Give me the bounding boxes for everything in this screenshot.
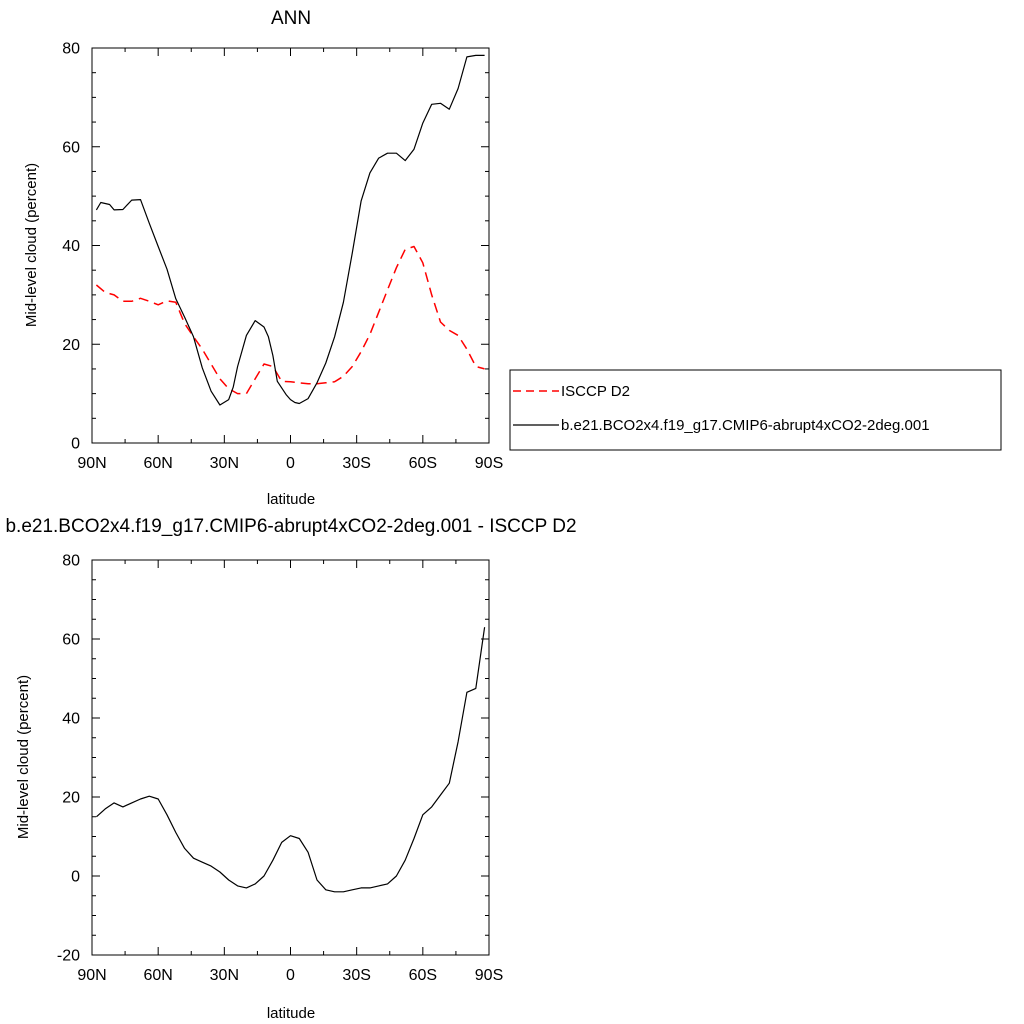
legend-label-isccp-d2: ISCCP D2 bbox=[561, 383, 630, 400]
x-tick-label: 30N bbox=[210, 967, 239, 984]
x-tick-label: 30S bbox=[342, 967, 370, 984]
x-tick-label: 60S bbox=[409, 967, 437, 984]
x-tick-label: 90S bbox=[475, 455, 503, 472]
x-axis-label: latitude bbox=[267, 1005, 315, 1022]
series-line-difference bbox=[95, 627, 486, 893]
x-tick-label: 60N bbox=[143, 967, 172, 984]
y-tick-label: 80 bbox=[62, 41, 80, 58]
plot-frame bbox=[91, 559, 490, 956]
y-tick-label: 20 bbox=[62, 790, 80, 807]
x-axis-label: latitude bbox=[267, 491, 315, 508]
y-tick-label: 20 bbox=[62, 337, 80, 354]
chart-title: ANN bbox=[271, 8, 311, 29]
panel-annual-mid-level-cloud: ANN Mid-level cloud (percent) latitude 9… bbox=[23, 8, 1002, 508]
panel-difference-mid-level-cloud: b.e21.BCO2x4.f19_g17.CMIP6-abrupt4xCO2-2… bbox=[5, 516, 576, 1022]
y-axis-label: Mid-level cloud (percent) bbox=[23, 163, 40, 327]
plot-marks: 90N 60N 30N 0 30S 60S 90S 0 20 40 60 80 bbox=[62, 41, 503, 473]
series-line-isccp-d2 bbox=[95, 245, 485, 395]
chart-title: b.e21.BCO2x4.f19_g17.CMIP6-abrupt4xCO2-2… bbox=[5, 516, 576, 537]
y-tick-label: 60 bbox=[62, 632, 80, 649]
y-tick-label: 60 bbox=[62, 139, 80, 156]
x-tick-label: 90N bbox=[77, 455, 106, 472]
legend-box bbox=[509, 369, 1002, 451]
y-tick-label: 40 bbox=[62, 711, 80, 728]
x-tick-label: 90N bbox=[77, 967, 106, 984]
y-axis-label: Mid-level cloud (percent) bbox=[15, 675, 32, 839]
plot-marks: 90N 60N 30N 0 30S 60S 90S -20 0 20 40 60 80 bbox=[57, 553, 503, 985]
y-tick-label: 0 bbox=[71, 436, 80, 453]
y-tick-label: 80 bbox=[62, 553, 80, 570]
x-tick-label: 30N bbox=[210, 455, 239, 472]
x-tick-label: 60S bbox=[409, 455, 437, 472]
legend-label-model: b.e21.BCO2x4.f19_g17.CMIP6-abrupt4xCO2-2… bbox=[561, 417, 930, 434]
y-tick-label: 0 bbox=[71, 869, 80, 886]
x-tick-label: 0 bbox=[286, 455, 295, 472]
x-tick-label: 30S bbox=[342, 455, 370, 472]
y-tick-label: 40 bbox=[62, 238, 80, 255]
x-tick-label: 60N bbox=[143, 455, 172, 472]
x-tick-label: 90S bbox=[475, 967, 503, 984]
x-tick-label: 0 bbox=[286, 967, 295, 984]
y-tick-label: -20 bbox=[57, 948, 80, 965]
series-line-b-e21-bco2x4-f19-g17-cmip6-abrupt4xco2-2deg-001 bbox=[95, 54, 485, 406]
plot-frame bbox=[91, 47, 490, 444]
legend: ISCCP D2 b.e21.BCO2x4.f19_g17.CMIP6-abru… bbox=[509, 369, 1002, 451]
